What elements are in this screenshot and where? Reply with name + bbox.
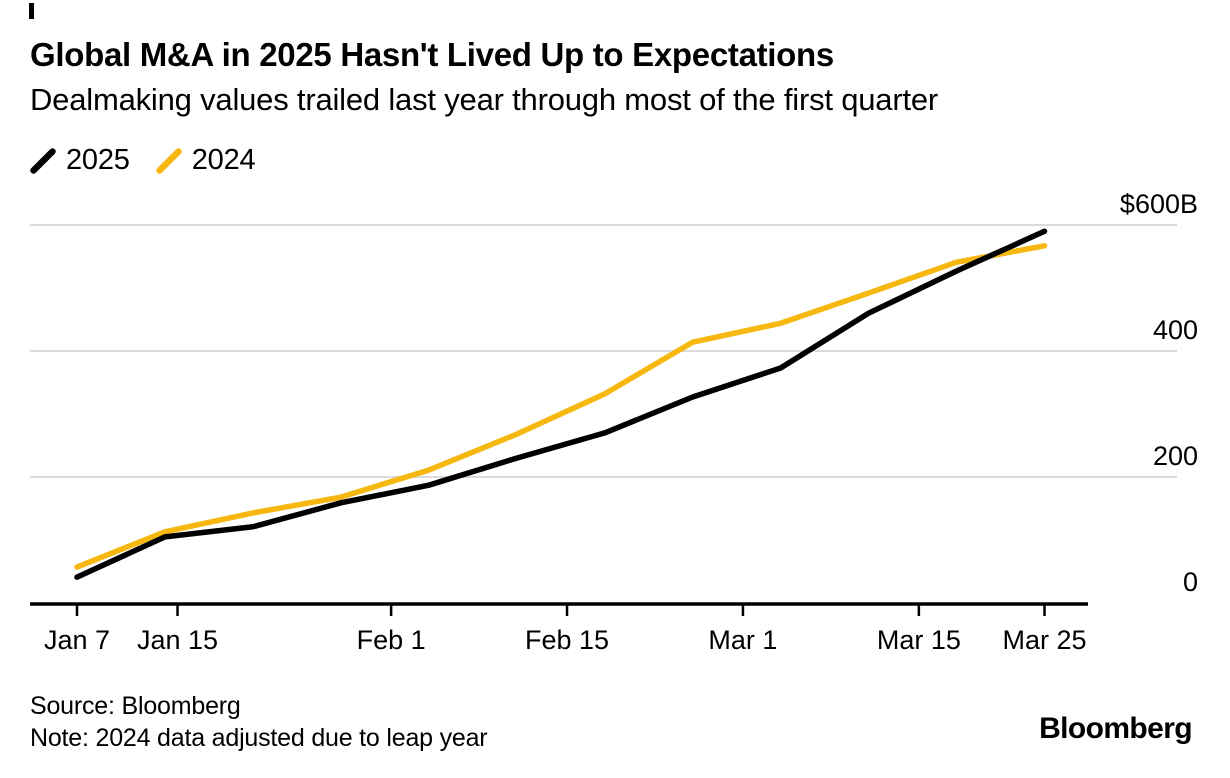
legend-label: 2025: [66, 144, 130, 176]
y-axis-label: $600B: [1120, 189, 1198, 219]
x-axis-label: Mar 25: [1002, 625, 1086, 655]
bloomberg-brand-tick: [29, 3, 34, 19]
series-line-2024: [74, 243, 1048, 570]
bloomberg-logo: Bloomberg: [1039, 712, 1193, 745]
legend-label: 2024: [191, 144, 256, 176]
legend-slash-icon: [155, 147, 182, 174]
x-axis-label: Jan 7: [44, 625, 110, 655]
legend-item-2024: 2024: [155, 144, 256, 177]
chart-subtitle: Dealmaking values trailed last year thro…: [30, 82, 939, 117]
legend-item-2025: 2025: [30, 144, 130, 177]
y-axis-label: 400: [1153, 315, 1198, 345]
legend: 2025 2024: [30, 144, 256, 177]
source-note: Source: Bloomberg: [30, 692, 241, 720]
x-axis-label: Mar 1: [708, 625, 777, 655]
y-axis-label: 200: [1153, 441, 1198, 471]
x-axis-label: Feb 15: [525, 625, 609, 655]
y-axis-label: 0: [1183, 567, 1198, 597]
legend-slash-icon: [30, 147, 56, 174]
leap-year-note: Note: 2024 data adjusted due to leap yea…: [30, 724, 488, 752]
legend-slash-stroke: [30, 147, 56, 174]
series-line-2025: [74, 228, 1048, 580]
legend-slash-stroke: [155, 147, 182, 174]
x-axis-label: Mar 15: [877, 625, 961, 655]
x-axis-label: Jan 15: [137, 625, 218, 655]
x-axis-label: Feb 1: [357, 625, 426, 655]
chart-title: Global M&A in 2025 Hasn't Lived Up to Ex…: [30, 36, 834, 73]
